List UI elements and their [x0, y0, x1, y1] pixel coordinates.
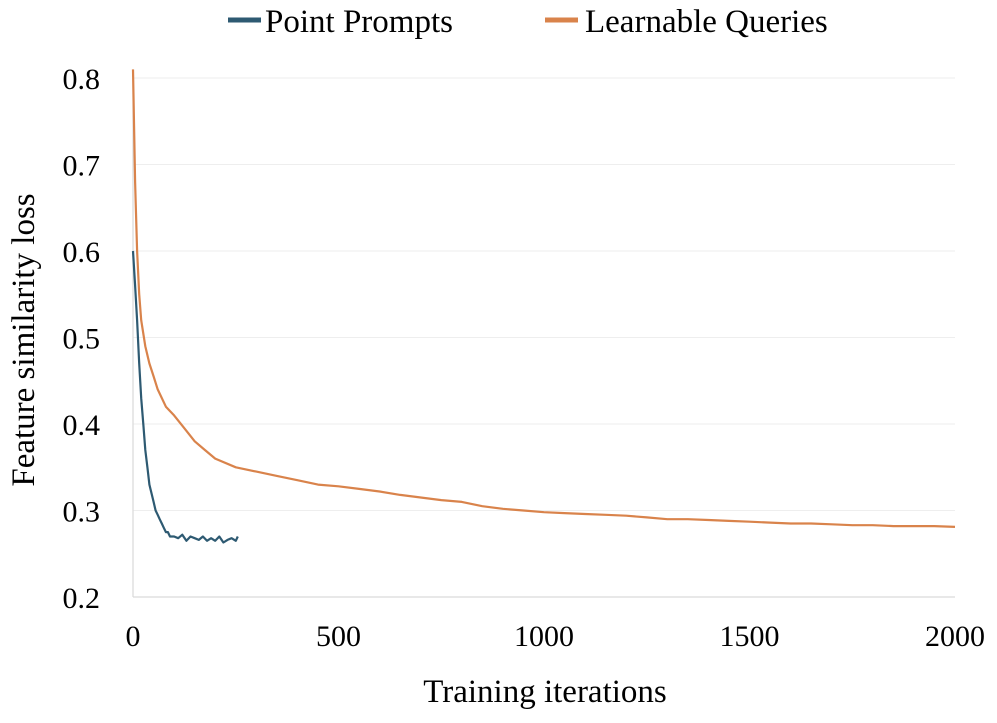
y-tick-label: 0.4 [63, 409, 101, 442]
y-tick-label: 0.2 [63, 582, 101, 615]
y-axis-title: Feature similarity loss [6, 193, 42, 486]
legend-label-learnable-queries: Learnable Queries [585, 4, 828, 40]
grid [133, 77, 955, 598]
legend-label-point-prompts: Point Prompts [265, 4, 453, 40]
x-axis-title: Training iterations [423, 674, 667, 710]
x-tick-label: 1500 [720, 620, 780, 653]
x-tick-label: 2000 [925, 620, 985, 653]
y-tick-label: 0.6 [63, 236, 101, 269]
tick-labels: 0.2 0.3 0.4 0.5 0.6 0.7 0.8 0 500 1000 1500 2000 [63, 63, 986, 653]
y-tick-label: 0.8 [63, 63, 101, 96]
x-tick-label: 0 [126, 620, 141, 653]
x-tick-label: 1000 [514, 620, 574, 653]
y-tick-label: 0.5 [63, 323, 101, 356]
axes [132, 78, 955, 598]
y-tick-label: 0.7 [63, 150, 101, 183]
series-line-point-prompts [131, 250, 239, 544]
legend: Point Prompts Learnable Queries [228, 4, 828, 40]
series-lines [131, 69, 956, 544]
y-tick-label: 0.3 [63, 496, 101, 529]
series-line-learnable-queries [131, 69, 956, 528]
x-tick-label: 500 [316, 620, 361, 653]
